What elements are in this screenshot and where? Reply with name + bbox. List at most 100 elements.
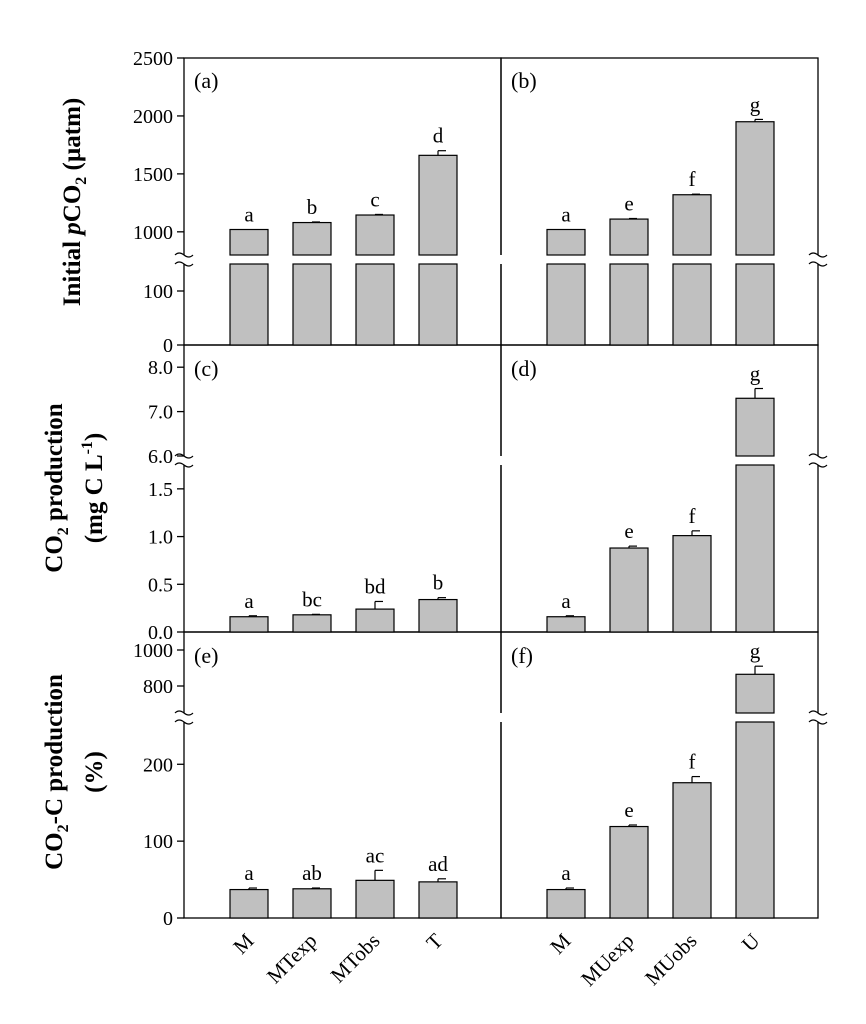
axis-break-mark (174, 252, 194, 258)
axis-break-mark (174, 719, 194, 725)
bar (229, 616, 269, 633)
significance-letter: ac (366, 843, 385, 867)
axis-breaks (176, 255, 826, 722)
bar-lower-segment (672, 263, 712, 346)
bar (355, 608, 395, 633)
x-tick-labels: M MTexp MTobs T M MUexp MUobs U (228, 928, 764, 991)
significance-letter: d (433, 124, 444, 148)
axis-break-mark (808, 252, 828, 258)
bar-lower-segment (735, 464, 775, 633)
significance-letter: e (624, 798, 633, 822)
significance-letter: e (624, 519, 633, 543)
y-tick-label: 1500 (133, 164, 173, 186)
bar (735, 121, 775, 256)
y-ticks: 010010001500200025000.00.51.01.56.07.08.… (133, 48, 184, 930)
bar (546, 228, 586, 256)
y-tick-label: 6.0 (148, 446, 173, 468)
x-tick-label: MUobs (640, 929, 702, 991)
panel-c-frame (183, 344, 502, 633)
x-tick-label: MTexp (262, 929, 322, 989)
significance-letter: e (624, 191, 633, 215)
bar (609, 218, 649, 256)
break-gap-row1 (176, 255, 826, 264)
bar (672, 782, 712, 919)
panel-e-frame (183, 631, 502, 919)
y-tick-label: 800 (143, 676, 173, 698)
significance-letter: f (689, 504, 696, 528)
bar (292, 614, 332, 633)
y-tick-label: 200 (143, 754, 173, 776)
axis-break-mark (808, 261, 828, 267)
bar-lower-segment (355, 263, 395, 346)
axis-break-mark (174, 261, 194, 267)
x-tick-label: U (737, 929, 765, 957)
bar (229, 228, 269, 256)
break-gap-row2 (176, 456, 826, 465)
bar-lower-segment (609, 263, 649, 346)
bar (418, 154, 458, 256)
panel-label-f: (f) (511, 643, 533, 668)
bar (355, 214, 395, 256)
bar-lower-segment (546, 263, 586, 346)
y-tick-label: 100 (143, 281, 173, 303)
bar-lower-segment (735, 721, 775, 919)
y-tick-label: 0 (163, 908, 173, 930)
bar (292, 888, 332, 919)
panel-label-c: (c) (194, 356, 218, 381)
y-title-row3-line2: (%) (81, 751, 108, 793)
significance-letter: ad (428, 852, 448, 876)
panel-label-e: (e) (194, 643, 218, 668)
y-title-row1: Initial pCO2 (µatm) (59, 98, 90, 307)
bar (735, 397, 775, 457)
y-title-row2-line1: CO2 production (41, 403, 72, 572)
y-tick-label: 2500 (133, 48, 173, 70)
y-tick-label: 2000 (133, 106, 173, 128)
axis-break-mark (174, 710, 194, 716)
panel-label-d: (d) (511, 356, 537, 381)
significance-letter: a (561, 203, 571, 227)
significance-letter: f (689, 750, 696, 774)
y-tick-label: 8.0 (148, 357, 173, 379)
panel-label-a: (a) (194, 68, 218, 93)
y-tick-label: 0.5 (148, 574, 173, 596)
bar-lower-segment (735, 263, 775, 346)
significance-letter: a (244, 589, 254, 613)
significance-letter: a (244, 861, 254, 885)
bar (546, 888, 586, 919)
break-marks (174, 252, 828, 725)
y-tick-label: 1000 (133, 222, 173, 244)
significance-letter: a (561, 861, 571, 885)
axis-break-mark (174, 462, 194, 468)
bar (735, 673, 775, 714)
significance-letter: b (433, 571, 444, 595)
x-tick-label: M (545, 928, 575, 958)
bar (292, 221, 332, 256)
bar (229, 888, 269, 919)
bar (672, 535, 712, 633)
break-gap-row3 (176, 713, 826, 722)
axis-break-mark (808, 462, 828, 468)
bar-lower-segment (418, 263, 458, 346)
axis-break-mark (808, 453, 828, 459)
bar (609, 547, 649, 633)
significance-letter: bc (302, 587, 322, 611)
significance-letter: f (689, 167, 696, 191)
bar (609, 825, 649, 919)
bar (418, 881, 458, 919)
x-tick-label: M (228, 928, 258, 958)
x-tick-label: T (421, 928, 447, 954)
x-tick-label: MUexp (576, 929, 638, 991)
significance-letter: a (561, 589, 571, 613)
y-tick-label: 1.5 (148, 479, 173, 501)
bar (418, 598, 458, 633)
y-tick-label: 0 (163, 335, 173, 357)
panel-frames (183, 57, 819, 919)
significance-letter: a (244, 203, 254, 227)
y-tick-label: 1.0 (148, 527, 173, 549)
y-tick-label: 0.0 (148, 622, 173, 644)
axis-break-mark (808, 719, 828, 725)
panel-f-frame (500, 631, 819, 919)
bar (355, 879, 395, 919)
panel-label-b: (b) (511, 68, 537, 93)
